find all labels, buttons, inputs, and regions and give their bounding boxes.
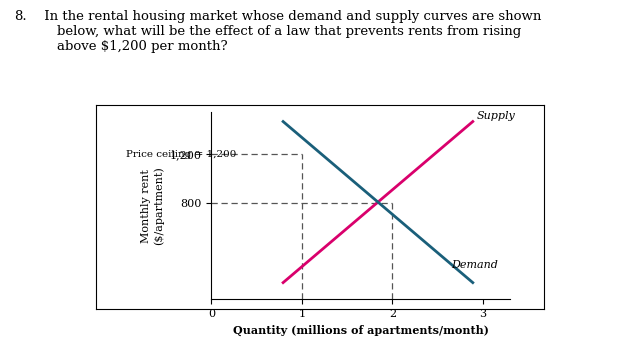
Text: Supply: Supply bbox=[476, 110, 515, 121]
Text: In the rental housing market whose demand and supply curves are shown
    below,: In the rental housing market whose deman… bbox=[40, 10, 542, 53]
Text: Demand: Demand bbox=[451, 260, 498, 270]
Text: Price ceiling = 1,200: Price ceiling = 1,200 bbox=[126, 150, 236, 159]
X-axis label: Quantity (millions of apartments/month): Quantity (millions of apartments/month) bbox=[233, 324, 489, 336]
Y-axis label: Monthly rent
($/apartment): Monthly rent ($/apartment) bbox=[141, 166, 164, 245]
Text: 8.: 8. bbox=[14, 10, 26, 23]
